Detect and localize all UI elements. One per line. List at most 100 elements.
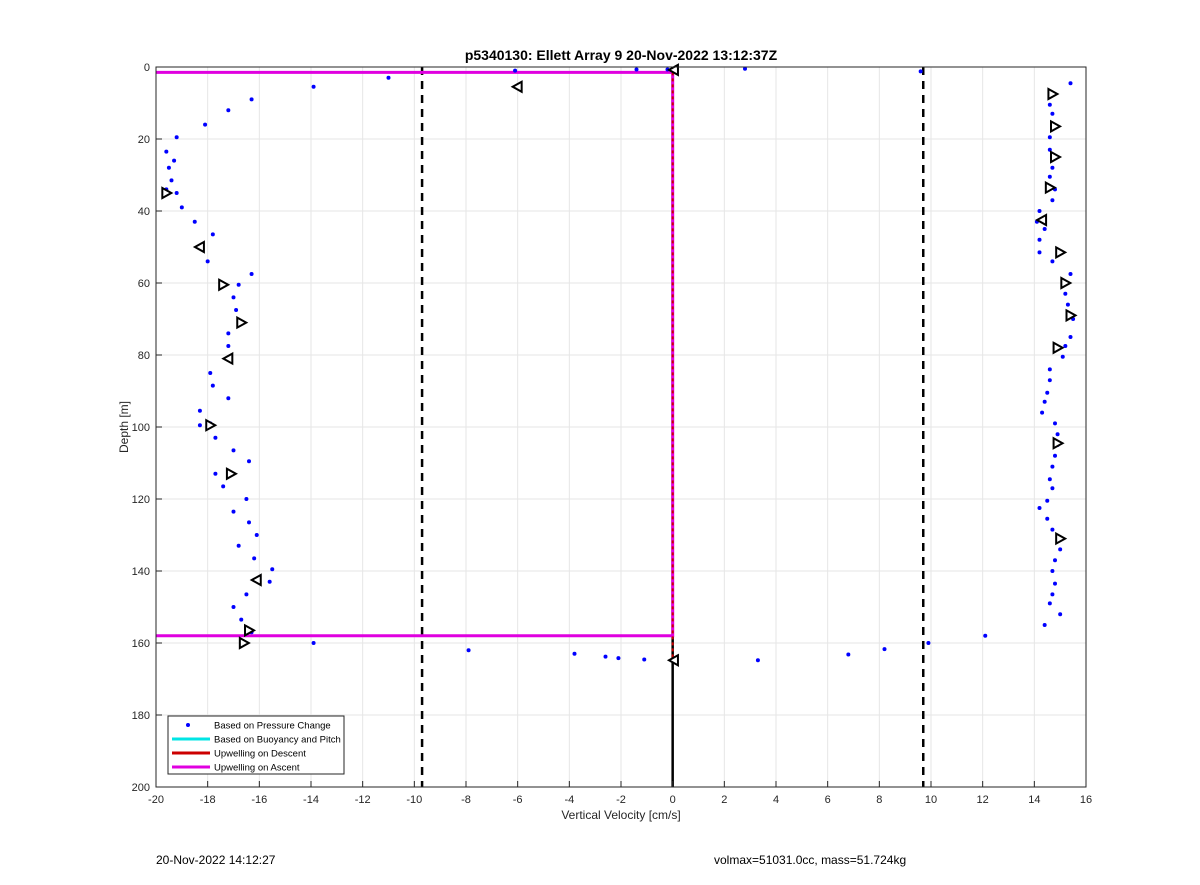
- x-axis-label: Vertical Velocity [cm/s]: [561, 808, 680, 822]
- pressure-change-point: [1042, 227, 1047, 231]
- pressure-change-point: [466, 648, 471, 653]
- triangle-marker: [236, 315, 249, 330]
- pressure-change-point: [846, 652, 851, 657]
- pressure-change-point: [882, 647, 887, 652]
- triangle-marker: [221, 351, 234, 366]
- pressure-change-point: [603, 654, 608, 659]
- pressure-change-point: [1047, 378, 1052, 383]
- pressure-change-point: [270, 567, 275, 572]
- x-tick-label: 4: [773, 794, 779, 806]
- legend-box: [167, 715, 345, 775]
- legend-entry-label: Upwelling on Descent: [214, 749, 306, 760]
- pressure-change-point: [221, 484, 226, 489]
- pressure-change-point: [983, 633, 988, 638]
- pressure-change-point: [192, 219, 197, 224]
- pressure-change-point: [210, 232, 215, 237]
- y-tick-label: 160: [132, 638, 150, 650]
- triangle-marker: [1050, 150, 1063, 164]
- pressure-change-point: [236, 543, 241, 548]
- pressure-change-point: [1058, 547, 1063, 552]
- legend-entry-label: Based on Buoyancy and Pitch: [214, 735, 341, 746]
- legend-swatch: [186, 723, 190, 727]
- x-tick-label: 16: [1080, 794, 1092, 806]
- y-tick-label: 120: [132, 494, 150, 506]
- triangle-marker: [1065, 308, 1078, 323]
- triangle-marker: [1050, 119, 1063, 134]
- pressure-change-point: [1058, 612, 1063, 617]
- pressure-change-point: [1050, 198, 1055, 203]
- x-tick-label: -6: [513, 794, 523, 806]
- pressure-change-point: [267, 579, 272, 584]
- pressure-change-point: [386, 75, 391, 80]
- pressure-change-point: [1060, 354, 1065, 359]
- triangle-marker: [192, 240, 205, 254]
- pressure-change-point: [174, 191, 179, 195]
- y-tick-label: 180: [132, 710, 150, 722]
- footer-volmax-mass: volmax=51031.0cc, mass=51.724kg: [714, 853, 907, 867]
- pressure-change-point: [1065, 302, 1070, 307]
- y-axis-label: Depth [m]: [117, 401, 131, 453]
- pressure-change-point: [197, 408, 202, 413]
- triangle-marker: [249, 573, 262, 587]
- pressure-change-point: [226, 331, 231, 336]
- x-tick-label: -2: [616, 794, 626, 806]
- pressure-change-point: [311, 641, 316, 645]
- pressure-change-point: [1053, 581, 1057, 586]
- pressure-change-point: [247, 520, 251, 525]
- x-tick-label: -4: [564, 794, 574, 806]
- pressure-change-point: [226, 344, 231, 348]
- pressure-change-point: [205, 259, 210, 264]
- pressure-change-point: [166, 165, 171, 170]
- pressure-change-point: [210, 383, 215, 388]
- y-tick-label: 80: [138, 350, 150, 362]
- pressure-change-point: [1037, 209, 1042, 213]
- pressure-change-point: [239, 617, 244, 622]
- pressure-change-point: [1047, 601, 1052, 606]
- pressure-change-point: [642, 657, 647, 662]
- legend: Based on Pressure Change Based on Buoyanc…: [167, 715, 345, 775]
- pressure-change-point: [164, 149, 169, 154]
- upwelling-ascent-line: [156, 70, 675, 638]
- pressure-change-point: [231, 509, 236, 514]
- pressure-change-point: [1050, 111, 1055, 116]
- pressure-change-point: [169, 178, 174, 183]
- triangle-marker: [1055, 245, 1068, 260]
- pressure-change-point: [755, 658, 760, 663]
- pressure-change-point: [226, 396, 231, 401]
- x-tick-label: -16: [251, 794, 267, 806]
- pressure-change-point: [1053, 421, 1057, 426]
- pressure-change-point: [174, 135, 179, 140]
- pressure-change-point: [249, 97, 254, 102]
- triangle-marker: [510, 80, 523, 94]
- pressure-change-point: [1053, 558, 1057, 563]
- x-tick-label: -10: [406, 794, 422, 806]
- pressure-change-point: [1050, 464, 1055, 469]
- pressure-change-point: [1045, 516, 1050, 521]
- pressure-change-point: [244, 592, 249, 597]
- x-tick-label: 2: [721, 794, 727, 806]
- pressure-change-point: [1042, 623, 1047, 627]
- chart-title: p5340130: Ellett Array 9 20-Nov-2022 13:…: [465, 47, 778, 63]
- triangle-marker: [218, 278, 231, 292]
- series-lines: [156, 70, 675, 661]
- pressure-change-point: [513, 68, 518, 73]
- triangle-marker: [1052, 436, 1065, 450]
- triangle-marker: [225, 467, 238, 481]
- pressure-change-point: [1045, 498, 1050, 503]
- pressure-change-point: [1055, 432, 1060, 437]
- pressure-change-point: [1047, 135, 1052, 140]
- pressure-change-point: [1050, 259, 1055, 264]
- x-tick-label: 14: [1028, 794, 1040, 806]
- pressure-change-point: [1047, 477, 1052, 482]
- pressure-change-point: [1037, 237, 1042, 242]
- pressure-change-point: [1068, 81, 1073, 86]
- x-tick-label: 0: [670, 794, 676, 806]
- triangle-marker: [666, 653, 679, 667]
- pressure-change-point: [247, 459, 251, 464]
- y-tick-label: 0: [144, 62, 150, 74]
- y-tick-label: 20: [138, 134, 150, 146]
- triangle-marker: [1035, 213, 1048, 227]
- pressure-change-point: [1047, 102, 1052, 107]
- pressure-change-point: [634, 67, 639, 72]
